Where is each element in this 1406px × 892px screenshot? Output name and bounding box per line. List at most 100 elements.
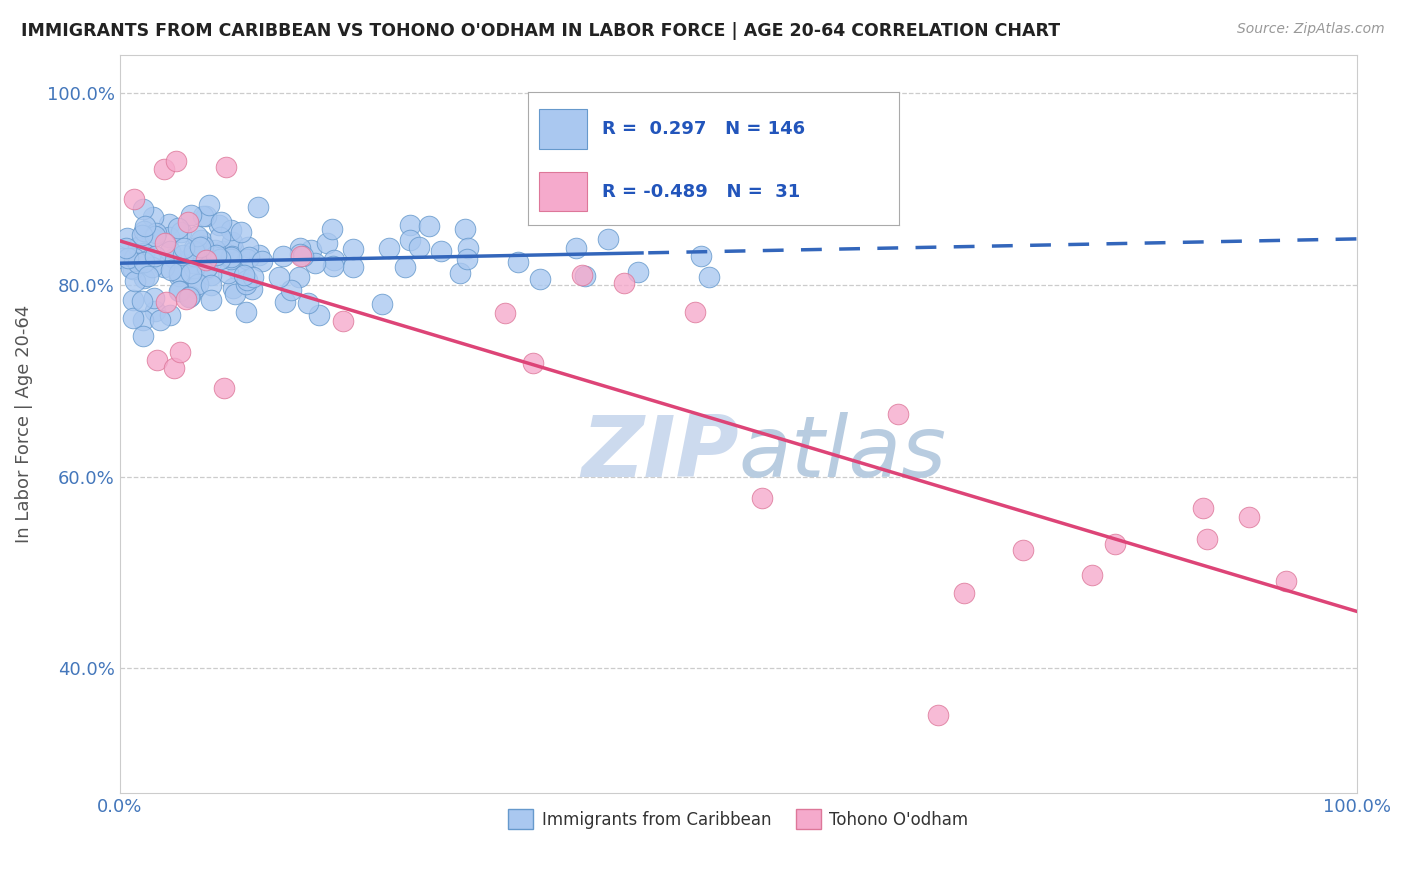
Point bbox=[157, 230, 180, 244]
Point bbox=[169, 344, 191, 359]
Point bbox=[159, 308, 181, 322]
Point bbox=[122, 293, 145, 307]
Point bbox=[167, 220, 190, 235]
Point bbox=[322, 260, 344, 274]
Point bbox=[222, 251, 245, 265]
Point bbox=[195, 252, 218, 267]
Point bbox=[179, 289, 201, 303]
Point bbox=[378, 241, 401, 255]
Point bbox=[111, 251, 134, 265]
Point bbox=[134, 219, 156, 234]
Point bbox=[238, 250, 260, 264]
Point bbox=[321, 222, 343, 236]
Point bbox=[204, 243, 226, 257]
Y-axis label: In Labor Force | Age 20-64: In Labor Force | Age 20-64 bbox=[15, 305, 32, 543]
Point bbox=[188, 244, 211, 259]
Point bbox=[155, 236, 177, 251]
Point bbox=[124, 274, 146, 288]
Point bbox=[1011, 542, 1033, 557]
Point bbox=[1081, 567, 1104, 582]
Point bbox=[183, 249, 205, 263]
Point bbox=[132, 245, 155, 260]
Point bbox=[181, 256, 204, 270]
Point bbox=[183, 241, 205, 255]
Point bbox=[195, 260, 218, 274]
Point bbox=[280, 283, 302, 297]
Point bbox=[242, 270, 264, 285]
Point bbox=[184, 281, 207, 295]
Point bbox=[214, 160, 236, 174]
Point bbox=[180, 250, 202, 264]
Point bbox=[198, 198, 221, 212]
Point bbox=[131, 294, 153, 309]
Point bbox=[219, 250, 242, 264]
Point bbox=[209, 252, 232, 266]
Point bbox=[131, 329, 153, 343]
Point bbox=[398, 218, 420, 232]
Point bbox=[146, 353, 169, 368]
Point bbox=[1275, 574, 1298, 589]
Point bbox=[494, 305, 516, 319]
Point bbox=[267, 270, 290, 285]
Point bbox=[371, 297, 394, 311]
Point bbox=[180, 266, 202, 280]
Point bbox=[195, 209, 218, 223]
Point bbox=[308, 309, 330, 323]
Point bbox=[927, 707, 949, 722]
Point bbox=[1192, 501, 1215, 516]
Point bbox=[571, 268, 593, 282]
Point bbox=[132, 202, 155, 217]
Point bbox=[322, 252, 344, 267]
Point bbox=[127, 256, 149, 270]
Point bbox=[208, 218, 231, 232]
Point bbox=[186, 229, 208, 244]
Point bbox=[190, 241, 212, 255]
Point bbox=[117, 251, 139, 265]
Point bbox=[247, 247, 270, 261]
Point bbox=[751, 491, 773, 506]
Point bbox=[145, 226, 167, 240]
Legend: Immigrants from Caribbean, Tohono O'odham: Immigrants from Caribbean, Tohono O'odha… bbox=[502, 802, 976, 836]
Point bbox=[153, 260, 176, 274]
Point bbox=[226, 263, 249, 277]
Point bbox=[236, 240, 259, 254]
Point bbox=[316, 235, 339, 250]
Point bbox=[131, 313, 153, 327]
Point bbox=[193, 239, 215, 253]
Point bbox=[163, 360, 186, 375]
Point bbox=[131, 228, 153, 243]
Point bbox=[153, 161, 176, 176]
Point bbox=[139, 252, 162, 266]
Point bbox=[222, 281, 245, 295]
Point bbox=[127, 240, 149, 254]
Point bbox=[183, 244, 205, 258]
Point bbox=[176, 292, 198, 306]
Point bbox=[191, 209, 214, 223]
Point bbox=[856, 207, 879, 221]
Point bbox=[188, 240, 211, 254]
Point bbox=[204, 248, 226, 262]
Text: IMMIGRANTS FROM CARIBBEAN VS TOHONO O'ODHAM IN LABOR FORCE | AGE 20-64 CORRELATI: IMMIGRANTS FROM CARIBBEAN VS TOHONO O'OD… bbox=[21, 22, 1060, 40]
Point bbox=[188, 248, 211, 262]
Point bbox=[574, 268, 596, 283]
Point bbox=[299, 244, 322, 258]
Point bbox=[211, 244, 233, 259]
Point bbox=[683, 305, 706, 319]
Point bbox=[169, 284, 191, 298]
Point bbox=[235, 277, 257, 292]
Point bbox=[169, 284, 191, 298]
Point bbox=[132, 224, 155, 238]
Point bbox=[143, 228, 166, 243]
Point bbox=[456, 252, 478, 266]
Point bbox=[122, 192, 145, 206]
Point bbox=[157, 217, 180, 231]
Point bbox=[1195, 532, 1218, 546]
Point bbox=[288, 247, 311, 261]
Point bbox=[122, 310, 145, 325]
Point bbox=[117, 231, 139, 245]
Point bbox=[217, 266, 239, 280]
Point bbox=[122, 252, 145, 266]
Point bbox=[297, 295, 319, 310]
Point bbox=[219, 252, 242, 267]
Point bbox=[132, 271, 155, 285]
